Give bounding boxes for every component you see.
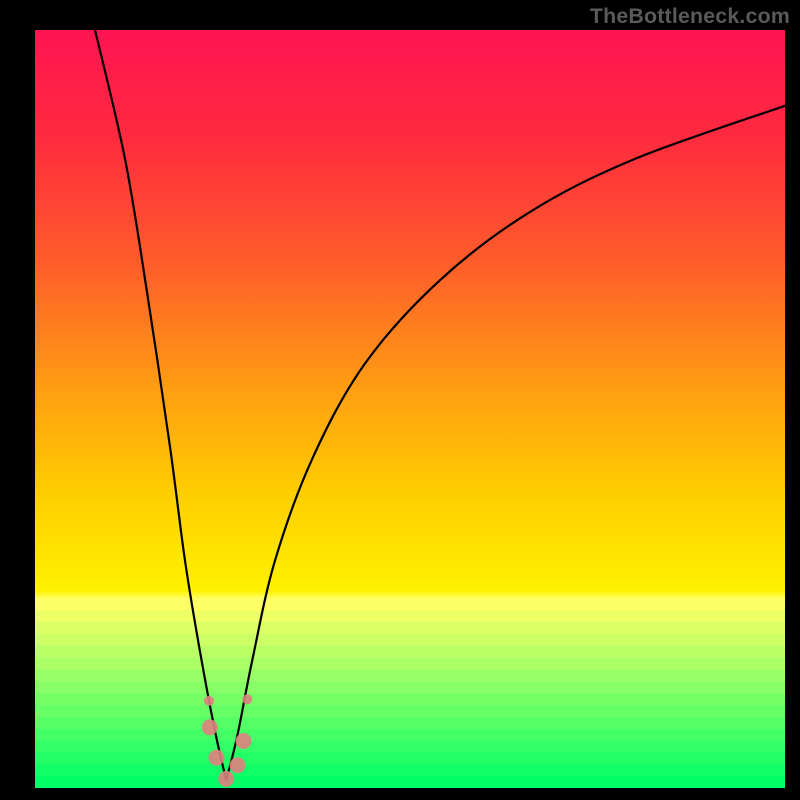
curve-left-branch (95, 30, 226, 780)
chart-canvas: TheBottleneck.com (0, 0, 800, 800)
watermark-text: TheBottleneck.com (590, 4, 790, 29)
valley-marker (202, 719, 218, 735)
valley-marker (204, 696, 214, 706)
valley-marker (209, 750, 225, 766)
valley-marker (242, 694, 252, 704)
valley-marker (236, 733, 252, 749)
valley-marker (218, 771, 234, 787)
valley-marker (230, 757, 246, 773)
curve-right-branch (226, 106, 785, 781)
curve-layer (35, 30, 785, 788)
